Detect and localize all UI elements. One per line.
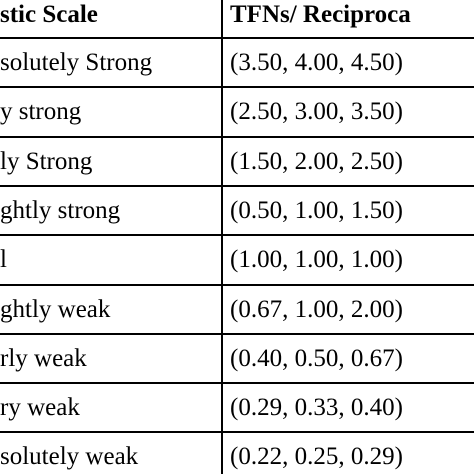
row-divider: [0, 184, 474, 187]
row-divider: [0, 382, 474, 385]
row-divider: [0, 332, 474, 335]
table-cell: (1.50, 2.00, 2.50): [230, 147, 403, 175]
table-cell: ghtly strong: [0, 196, 121, 224]
table-cell: solutely Strong: [0, 49, 153, 76]
table-cell: solutely weak: [0, 443, 139, 471]
table-cell: (0.67, 1.00, 2.00): [230, 295, 403, 323]
table-cell: ly Strong: [0, 147, 93, 175]
table-cell: ry weak: [0, 394, 80, 422]
row-divider: [0, 431, 474, 434]
header-cell: stic Scale: [0, 1, 98, 28]
table-cell: (2.50, 3.00, 3.50): [230, 98, 403, 126]
table-cell: rly weak: [0, 344, 87, 372]
table-cell: (0.29, 0.33, 0.40): [230, 394, 403, 422]
header-cell: TFNs/ Reciproca: [230, 1, 411, 28]
table-cell: (0.50, 1.00, 1.50): [230, 196, 403, 224]
row-divider: [0, 283, 474, 286]
row-divider: [0, 234, 474, 237]
row-divider: [0, 37, 474, 39]
table-cell: (1.00, 1.00, 1.00): [230, 246, 403, 274]
row-divider: [0, 86, 474, 89]
table-cell: (0.40, 0.50, 0.67): [230, 344, 403, 372]
table-cell: l: [0, 246, 7, 274]
column-divider: [221, 0, 223, 474]
table-cell: (3.50, 4.00, 4.50): [230, 49, 403, 76]
table-cell: (0.22, 0.25, 0.29): [230, 443, 403, 471]
table-cell: y strong: [0, 98, 82, 126]
table-cell: ghtly weak: [0, 295, 111, 323]
row-divider: [0, 135, 474, 138]
